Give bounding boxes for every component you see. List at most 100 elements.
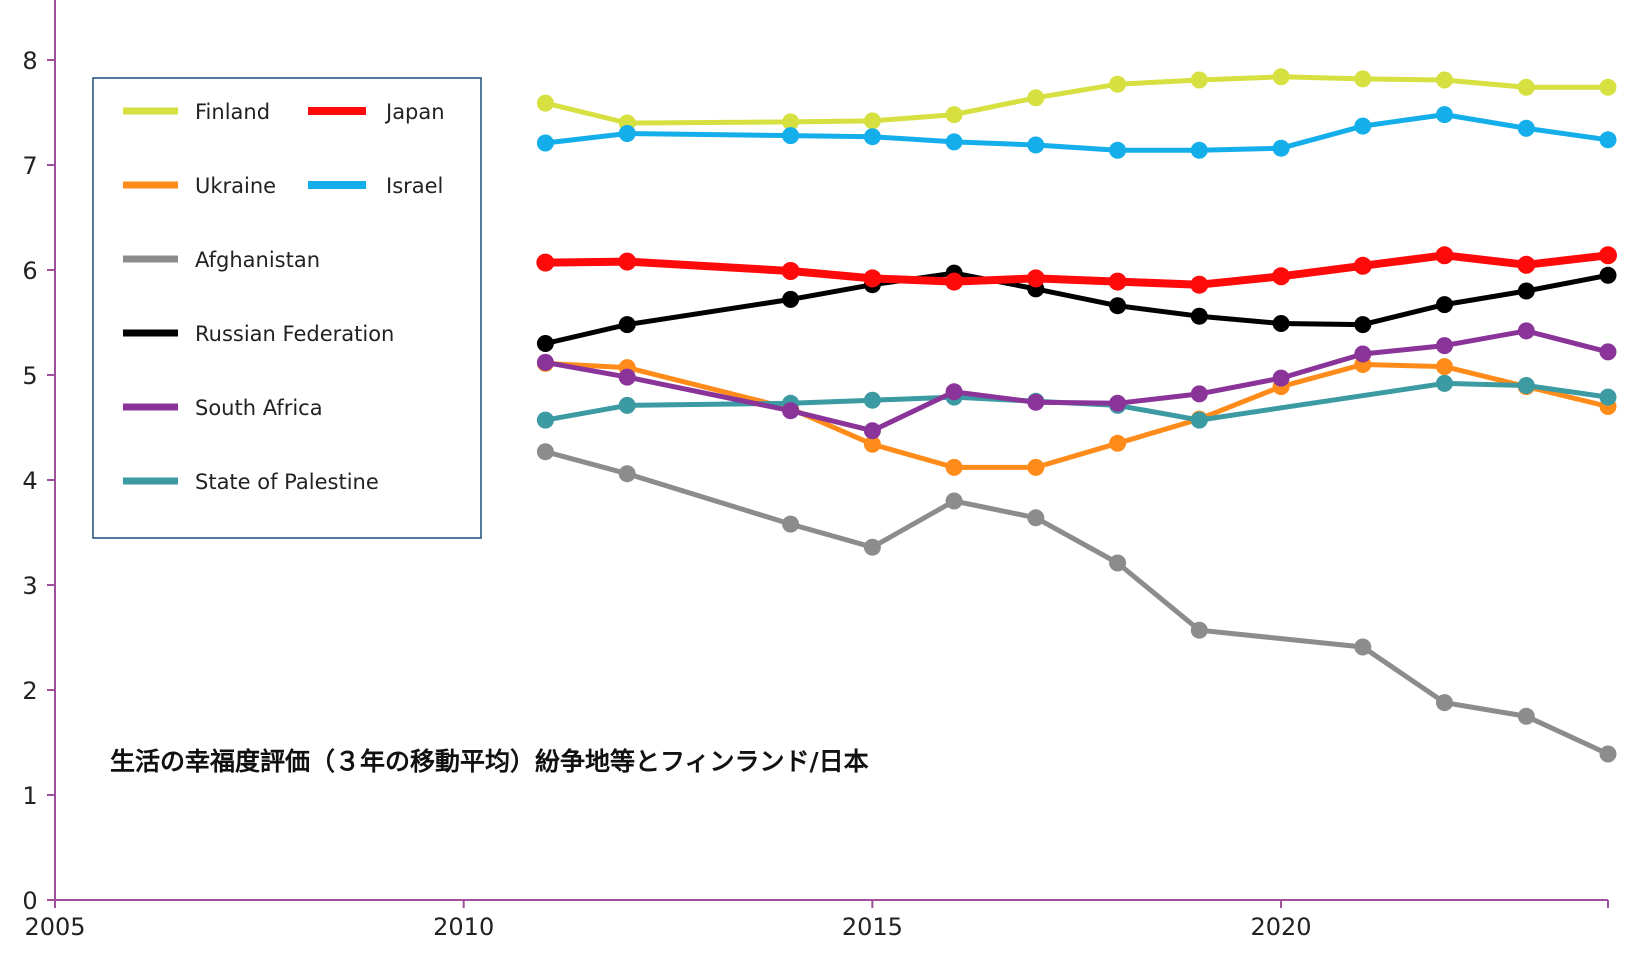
data-point-israel: [1517, 119, 1535, 137]
legend-label-afghanistan: Afghanistan: [195, 248, 320, 272]
data-point-japan: [781, 262, 800, 280]
legend-label-russian-federation: Russian Federation: [195, 322, 394, 346]
y-tick-label: 7: [22, 152, 37, 180]
data-point-ukraine: [1027, 458, 1045, 476]
data-point-state-of-palestine: [1190, 411, 1208, 429]
legend: Finland Japan Ukraine Israel Afghanistan Russ…: [92, 77, 482, 539]
y-tick-label: 1: [22, 782, 37, 810]
data-point-japan: [1190, 275, 1209, 294]
data-point-state-of-palestine: [1517, 377, 1535, 394]
data-point-finland: [945, 106, 963, 124]
data-point-south-africa: [782, 402, 800, 420]
data-point-afghanistan: [1517, 707, 1535, 725]
data-point-afghanistan: [1599, 745, 1617, 763]
x-tick-label: 2005: [24, 913, 85, 941]
data-point-finland: [863, 112, 881, 130]
data-point-russian-federation: [1272, 315, 1290, 332]
legend-label-state-of-palestine: State of Palestine: [195, 470, 379, 494]
data-point-afghanistan: [1109, 554, 1127, 572]
data-point-japan: [1353, 256, 1372, 275]
data-point-afghanistan: [782, 515, 800, 533]
legend-label-israel: Israel: [386, 174, 443, 198]
data-point-afghanistan: [536, 443, 554, 461]
data-point-israel: [1027, 136, 1045, 154]
data-point-south-africa: [1517, 322, 1535, 340]
data-point-south-africa: [1109, 394, 1127, 412]
series-finland: [536, 68, 1617, 132]
chart-annotation: 生活の幸福度評価（３年の移動平均）紛争地等とフィンランド/日本: [110, 747, 869, 776]
data-point-afghanistan: [1027, 509, 1045, 527]
data-point-israel: [536, 134, 554, 152]
data-point-japan: [1435, 246, 1454, 265]
data-point-finland: [1027, 89, 1045, 107]
series-japan: [536, 246, 1617, 294]
x-tick-label: 2015: [842, 913, 903, 941]
data-point-state-of-palestine: [863, 391, 881, 409]
data-point-south-africa: [945, 383, 963, 401]
y-tick-label: 6: [22, 257, 37, 285]
data-point-south-africa: [863, 422, 881, 440]
data-point-japan: [618, 252, 637, 271]
data-point-state-of-palestine: [1436, 374, 1453, 392]
series-ukraine: [536, 354, 1617, 476]
data-point-afghanistan: [863, 538, 881, 556]
data-point-ukraine: [945, 458, 963, 476]
data-point-israel: [1599, 131, 1617, 149]
data-point-finland: [782, 113, 800, 131]
series-line-afghanistan: [542, 449, 1611, 757]
data-point-finland: [1517, 78, 1535, 96]
y-tick-label: 2: [22, 677, 37, 705]
data-point-finland: [1109, 75, 1127, 93]
legend-label-japan: Japan: [384, 100, 445, 124]
y-tick-label: 3: [22, 572, 37, 600]
data-point-japan: [945, 272, 964, 291]
data-point-israel: [1436, 106, 1453, 124]
data-point-afghanistan: [618, 465, 636, 483]
data-point-japan: [1272, 267, 1291, 286]
data-point-finland: [1436, 71, 1453, 89]
data-point-ukraine: [1436, 358, 1453, 376]
data-point-japan: [1599, 246, 1617, 265]
legend-label-south-africa: South Africa: [195, 396, 323, 420]
data-point-south-africa: [536, 353, 554, 371]
y-tick-label: 8: [22, 47, 37, 75]
data-point-russian-federation: [1190, 307, 1208, 325]
data-point-russian-federation: [1517, 282, 1535, 300]
data-point-russian-federation: [782, 290, 800, 308]
data-point-afghanistan: [1190, 621, 1208, 639]
data-point-israel: [618, 125, 636, 142]
data-point-state-of-palestine: [536, 411, 554, 429]
data-point-afghanistan: [1354, 638, 1372, 656]
data-point-south-africa: [1436, 337, 1453, 355]
data-point-israel: [1190, 141, 1208, 159]
data-point-russian-federation: [1354, 316, 1372, 334]
series-south-africa: [536, 322, 1617, 440]
data-point-finland: [1190, 71, 1208, 89]
legend-box: [92, 77, 482, 539]
series-layer: [536, 68, 1617, 763]
data-point-russian-federation: [1436, 296, 1453, 314]
legend-label-finland: Finland: [195, 100, 270, 124]
data-point-israel: [945, 133, 963, 151]
data-point-japan: [1108, 272, 1127, 291]
data-point-south-africa: [1272, 369, 1290, 387]
data-point-finland: [1599, 78, 1617, 96]
data-point-israel: [782, 127, 800, 145]
data-point-japan: [863, 269, 882, 288]
data-point-russian-federation: [1599, 266, 1617, 284]
tick-group: 0 1 2 3 4 5 6 7 8 2005 2010 2015 2020: [22, 47, 1609, 941]
data-point-state-of-palestine: [1599, 388, 1617, 406]
data-point-israel: [1354, 117, 1372, 135]
data-point-finland: [1354, 70, 1372, 88]
data-point-russian-federation: [536, 335, 554, 352]
x-tick-label: 2010: [433, 913, 494, 941]
y-tick-label: 4: [22, 467, 37, 495]
data-point-south-africa: [1599, 343, 1617, 361]
data-point-israel: [1272, 139, 1290, 157]
data-point-finland: [1272, 68, 1290, 86]
data-point-israel: [1109, 141, 1127, 159]
data-point-south-africa: [1190, 385, 1208, 403]
x-tick-label: 2020: [1251, 913, 1312, 941]
data-point-south-africa: [1354, 345, 1372, 363]
